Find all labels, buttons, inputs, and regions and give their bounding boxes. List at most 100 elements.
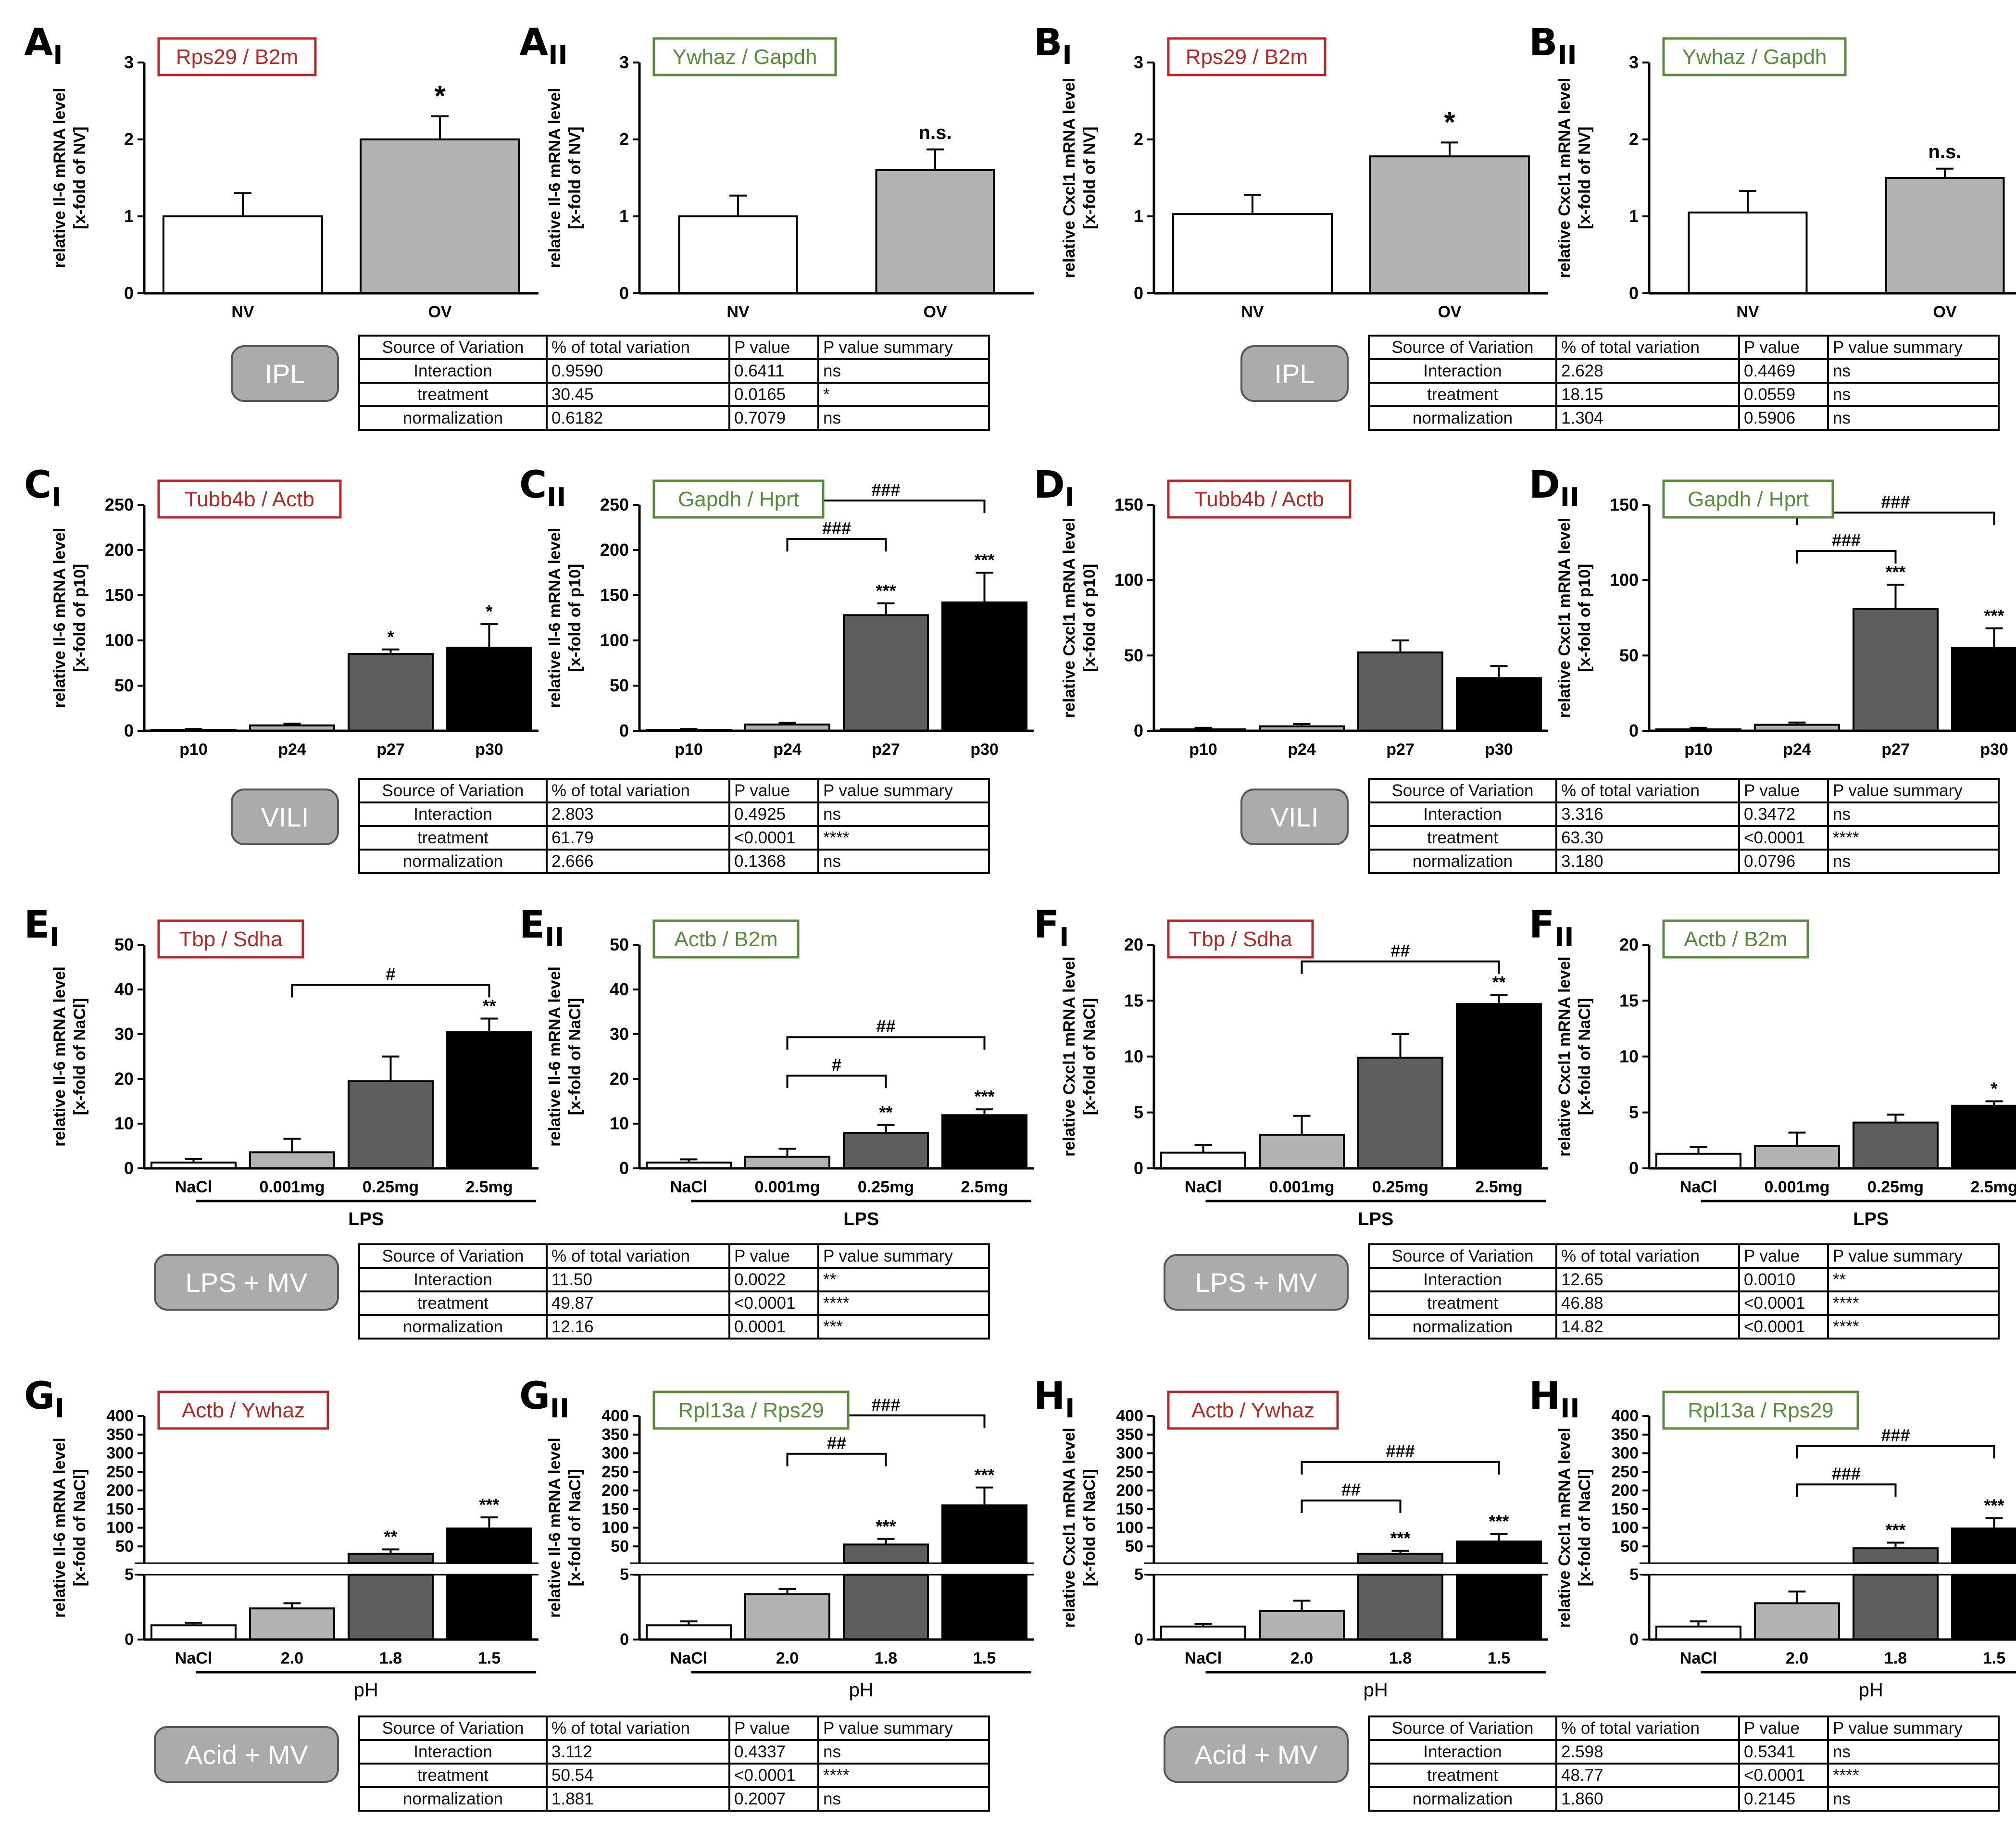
bracket-label: # [386, 964, 395, 984]
y-tick-label: 15 [1124, 990, 1143, 1010]
x-tick-label: NV [231, 303, 254, 321]
reference-gene-box [1167, 479, 1352, 519]
x-tick-label: 2.5mg [1475, 1178, 1522, 1196]
anova-table: Source of Variation% of total variation P… [1368, 1243, 2000, 1340]
y-tick-label: 3 [124, 52, 134, 72]
x-tick-label: 1.5 [1488, 1649, 1510, 1667]
significance-bracket [1796, 1483, 1897, 1497]
table-row: treatment 30.45 0.0165 * [358, 382, 990, 407]
bar [941, 601, 1027, 732]
panel-label: AII [519, 21, 568, 70]
table-header-cell: P value summary [817, 335, 990, 360]
y-tick-label: 2 [1134, 129, 1143, 149]
table-cell: ns [817, 1739, 990, 1765]
x-tick-label: NaCl [1680, 1178, 1717, 1196]
table-header-cell: P value [1738, 1243, 1829, 1269]
y-tick-label: 100 [600, 630, 629, 650]
bar [1754, 1145, 1840, 1169]
bar [446, 1574, 532, 1640]
table-header-cell: P value summary [1827, 1243, 2000, 1269]
reference-gene-box [1662, 919, 1809, 959]
table-header-cell: P value summary [1827, 335, 2000, 360]
y-tick-label: 0 [620, 1630, 629, 1649]
bar [446, 1528, 532, 1565]
table-row: normalization 0.6182 0.7079 ns [358, 405, 990, 431]
significance-bracket [1301, 960, 1500, 974]
group-label: pH [849, 1679, 874, 1701]
y-axis-label-unit: [x-fold of p10] [1576, 564, 1594, 672]
table-cell: normalization [1368, 405, 1557, 431]
x-tick-label: p10 [1684, 740, 1713, 759]
table-cell: <0.0001 [1738, 1290, 1829, 1316]
anova-table: Source of Variation% of total variation P… [358, 778, 990, 874]
panel-sublabel: II [550, 1393, 569, 1424]
reference-gene-box [157, 1390, 329, 1430]
significance-bracket [1796, 1445, 1995, 1459]
bar [1655, 1626, 1741, 1641]
y-tick-label: 250 [600, 495, 629, 514]
panel-sublabel: I [1059, 922, 1069, 952]
table-cell: ns [1827, 405, 2000, 431]
x-tick-label: 0.25mg [1372, 1178, 1428, 1196]
table-cell: 1.881 [546, 1786, 730, 1812]
y-axis-label: relative Cxcl1 mRNA level [1060, 1427, 1078, 1628]
group-label-box: LPS + MV [1164, 1254, 1349, 1311]
significance-star: * [1444, 106, 1455, 138]
table-row: treatment 61.79 <0.0001 **** [358, 825, 990, 851]
table-cell: 3.180 [1555, 849, 1740, 874]
panel-sublabel: II [1560, 1393, 1579, 1424]
y-axis-label: relative Il-6 mRNA level [50, 966, 69, 1147]
table-header-cell: P value [728, 778, 819, 803]
table-header-cell: Source of Variation [358, 778, 548, 803]
table-header-cell: P value summary [1827, 1715, 2000, 1741]
reference-gene-label: Actb / B2m [674, 927, 777, 951]
panel-sublabel: II [548, 40, 567, 70]
y-tick-label: 10 [610, 1114, 629, 1133]
y-axis-label: relative Cxcl1 mRNA level [1555, 1427, 1574, 1628]
bracket-label: ## [827, 1433, 846, 1453]
table-cell: 0.0165 [728, 382, 819, 407]
bracket-label: ## [1341, 1480, 1361, 1500]
table-header-cell: P value [728, 1243, 819, 1269]
x-tick-label: NaCl [670, 1649, 707, 1667]
y-tick-label: 1 [619, 206, 629, 226]
reference-gene-label: Tbp / Sdha [179, 927, 283, 951]
table-header-cell: % of total variation [1555, 335, 1740, 360]
table-header-cell: Source of Variation [358, 335, 548, 360]
group-label: LPS [1853, 1209, 1889, 1229]
reference-gene-label: Actb / B2m [1684, 927, 1787, 951]
group-label-box: LPS + MV [154, 1254, 339, 1311]
x-tick-label: 2.5mg [961, 1178, 1008, 1196]
x-tick-label: 0.001mg [754, 1178, 820, 1196]
x-tick-label: NV [1241, 303, 1264, 321]
bar [249, 1151, 335, 1170]
significance-bracket [1301, 1499, 1402, 1513]
table-cell: 49.87 [546, 1290, 730, 1316]
reference-gene-label: Tubb4b / Actb [1194, 488, 1324, 511]
reference-gene-box [157, 479, 342, 519]
significance-star: *** [1390, 1528, 1410, 1548]
y-axis-label-unit: [x-fold of NV] [71, 126, 89, 229]
bar [446, 647, 532, 732]
x-tick-label: 1.8 [1389, 1649, 1412, 1667]
bar [1853, 1547, 1939, 1565]
table-cell: ns [817, 405, 990, 431]
y-tick-label: 2 [619, 129, 629, 149]
bar [1160, 1152, 1246, 1169]
y-tick-label: 400 [1116, 1407, 1143, 1425]
table-row: normalization 1.304 0.5906 ns [1368, 405, 2000, 431]
y-tick-label: 0 [1629, 1158, 1639, 1178]
table-row: Interaction 12.65 0.0010 ** [1368, 1267, 2000, 1292]
y-tick-label: 400 [106, 1407, 134, 1425]
y-tick-label: 15 [1619, 990, 1639, 1010]
bracket-label: ## [1390, 941, 1410, 961]
table-row: normalization 12.16 0.0001 *** [358, 1314, 990, 1340]
bar [1357, 1553, 1443, 1565]
y-axis-label-unit: [x-fold of NaCl] [1080, 1469, 1099, 1587]
table-cell: <0.0001 [728, 1290, 819, 1316]
y-tick-label: 3 [1629, 52, 1639, 72]
bar [843, 1132, 929, 1170]
reference-gene-box [1662, 37, 1847, 76]
